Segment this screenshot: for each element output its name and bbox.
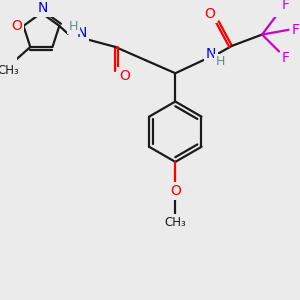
Text: O: O [170,184,181,198]
Text: F: F [292,23,300,37]
Text: N: N [38,1,49,15]
Text: O: O [11,19,22,33]
Text: H: H [69,20,78,33]
Text: F: F [282,51,290,65]
Text: O: O [204,7,215,21]
Text: CH₃: CH₃ [164,216,186,229]
Text: N: N [77,26,87,40]
Text: N: N [206,47,216,61]
Text: O: O [119,69,130,83]
Text: CH₃: CH₃ [0,64,20,77]
Text: F: F [282,0,290,12]
Text: H: H [216,56,225,68]
